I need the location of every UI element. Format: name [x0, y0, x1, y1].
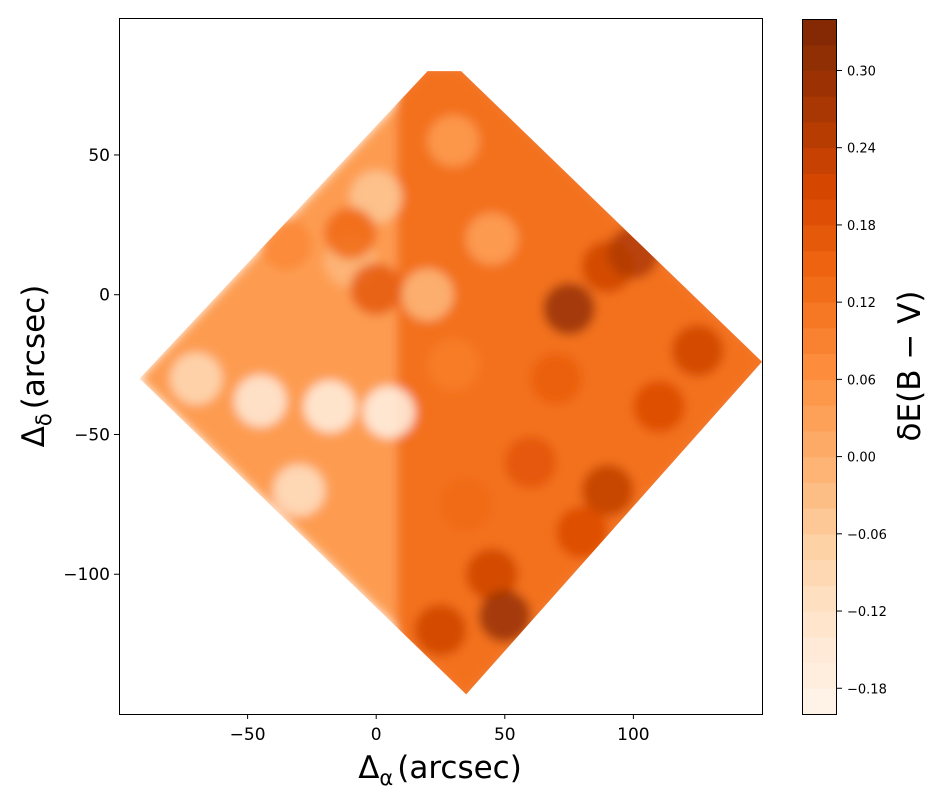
colorbar-tick-label: 0.06 [847, 373, 876, 388]
colorbar-segment [802, 559, 837, 586]
extinction-feature [414, 604, 467, 657]
extinction-feature [324, 207, 377, 260]
extinction-feature [350, 170, 403, 223]
colorbar-segment [802, 688, 837, 715]
extinction-feature [465, 548, 518, 601]
colorbar-segment [802, 173, 837, 200]
y-axis-title: Δδ (arcsec) [16, 285, 56, 448]
x-tick-label: 100 [617, 725, 649, 745]
y-axis-title-main: Δ [16, 426, 52, 447]
extinction-feature [543, 282, 596, 335]
colorbar-tick-label: −0.12 [847, 605, 887, 620]
extinction-feature [478, 590, 531, 643]
extinction-feature [671, 324, 724, 377]
extinction-feature [303, 380, 356, 433]
colorbar-segment [802, 250, 837, 277]
extinction-feature [350, 263, 403, 316]
extinction-feature [530, 352, 583, 405]
colorbar-segment [802, 379, 837, 406]
extinction-feature [555, 506, 608, 559]
extinction-feature [401, 268, 454, 321]
extinction-feature [273, 464, 326, 517]
y-axis-title-unit: (arcsec) [16, 285, 52, 410]
extinction-feature [581, 464, 634, 517]
colorbar-segment [802, 96, 837, 123]
colorbar-tick-label: −0.18 [847, 682, 887, 697]
colorbar-segment [802, 70, 837, 97]
y-axis-title-sub: δ [32, 413, 56, 426]
colorbar-segment [802, 430, 837, 458]
x-tick-label: 50 [494, 725, 516, 745]
extinction-feature [440, 478, 493, 531]
colorbar-label: δE(B − V) [892, 291, 928, 442]
colorbar-segment [802, 611, 837, 638]
x-tick-label: 0 [371, 725, 382, 745]
colorbar-tick-label: 0.24 [847, 142, 876, 157]
colorbar-tick-label: 0.00 [847, 451, 876, 466]
y-tick-label: 0 [99, 286, 110, 306]
x-tick-label: −50 [230, 725, 266, 745]
colorbar-segment [802, 456, 837, 483]
colorbar-tick-label: 0.18 [847, 219, 876, 234]
colorbar-segment [802, 276, 837, 303]
colorbar-segment [802, 199, 837, 226]
extinction-feature [363, 386, 416, 439]
extinction-feature [465, 212, 518, 265]
x-axis-title: Δα (arcsec) [358, 750, 522, 790]
x-axis-title-main: Δ [358, 750, 379, 786]
colorbar-segment [802, 508, 837, 535]
extinction-feature [170, 352, 223, 405]
x-axis-ticks: −50 0 50 100 [230, 714, 650, 745]
colorbar-segment [802, 44, 837, 71]
colorbar-segment [802, 353, 837, 380]
extinction-feature [427, 338, 480, 391]
extinction-feature [427, 114, 480, 167]
extinction-feature [234, 374, 287, 427]
colorbar-segment [802, 19, 837, 46]
colorbar-ticks: −0.18 −0.12 −0.06 0.00 0.06 0.12 0.18 0.24 0.30 [837, 64, 887, 697]
extinction-feature [504, 436, 557, 489]
extinction-feature [633, 380, 686, 433]
y-axis-ticks: 50 0 −50 −100 [63, 146, 119, 585]
colorbar-segment [802, 585, 837, 612]
plot-frame [119, 18, 763, 715]
colorbar-segment [802, 636, 837, 664]
colorbar-segment [802, 302, 837, 329]
y-tick-label: −100 [63, 565, 110, 585]
y-tick-label: 50 [88, 146, 110, 166]
colorbar-frame [802, 19, 837, 715]
colorbar-segment [802, 147, 837, 174]
colorbar-segment [802, 662, 837, 689]
colorbar [802, 19, 837, 715]
colorbar-segment [802, 533, 837, 561]
colorbar-tick-label: 0.30 [847, 64, 876, 79]
x-axis-title-unit: (arcsec) [397, 750, 522, 786]
colorbar-tick-label: −0.06 [847, 528, 887, 543]
colorbar-tick-label: 0.12 [847, 296, 876, 311]
colorbar-segment [802, 482, 837, 509]
colorbar-segment [802, 224, 837, 252]
colorbar-segment [802, 327, 837, 355]
colorbar-segment [802, 405, 837, 432]
x-axis-title-sub: α [379, 766, 393, 790]
colorbar-segment [802, 121, 837, 149]
y-tick-label: −50 [74, 425, 110, 445]
